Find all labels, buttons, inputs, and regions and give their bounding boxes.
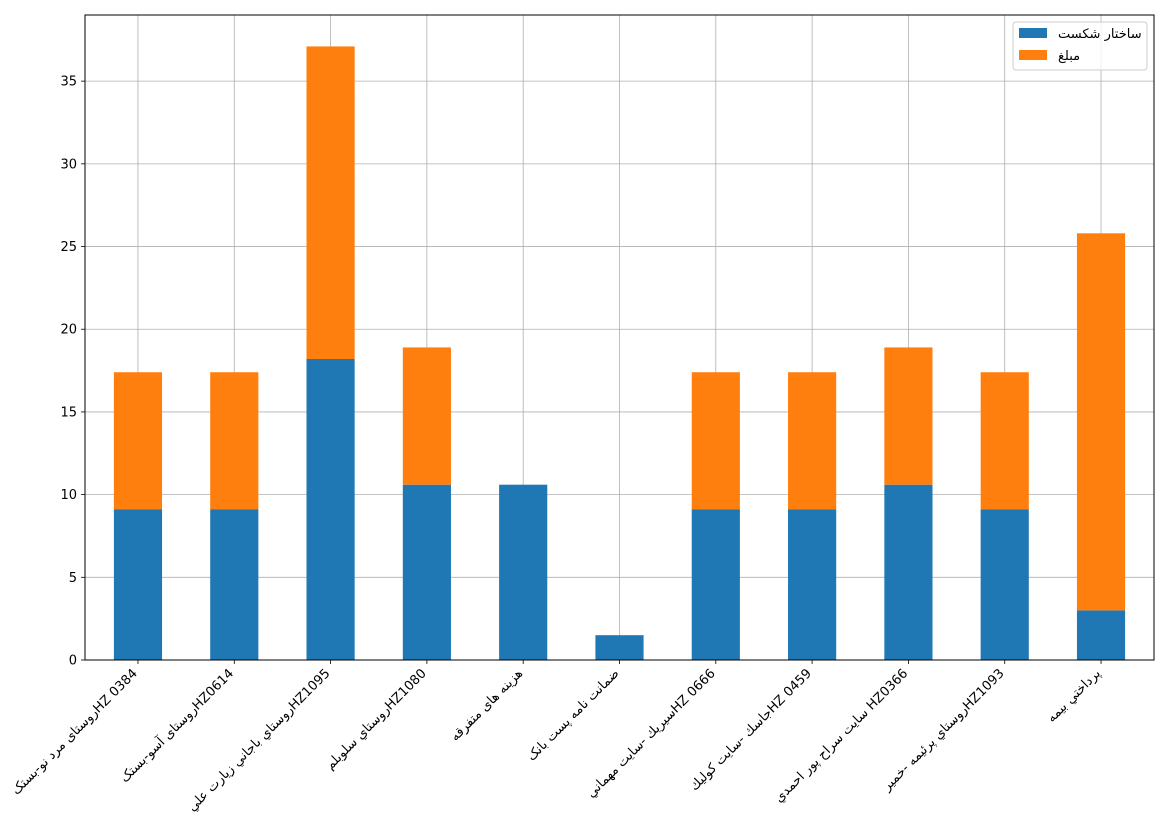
bar-series-0 xyxy=(306,359,355,660)
y-tick-label: 20 xyxy=(60,323,77,338)
bar-series-1 xyxy=(113,372,163,510)
bar-series-1 xyxy=(306,46,355,360)
y-tick-label: 10 xyxy=(60,488,77,503)
legend: ساختار شکست مبلغ xyxy=(1012,21,1148,71)
bar-series-0 xyxy=(980,509,1029,660)
bar-series-0 xyxy=(788,509,837,660)
bar-series-0 xyxy=(402,484,451,660)
bar-series-0 xyxy=(1076,610,1126,660)
bar-series-0 xyxy=(884,484,933,660)
y-tick-label: 0 xyxy=(69,654,77,669)
bar-series-1 xyxy=(788,372,837,510)
y-tick-label: 25 xyxy=(60,240,77,255)
bar-series-0 xyxy=(691,509,740,660)
y-tick-label: 5 xyxy=(69,571,77,586)
bar-series-1 xyxy=(1076,233,1126,611)
legend-label-series-1: مبلغ xyxy=(1058,49,1080,64)
bar-series-0 xyxy=(595,635,644,660)
bar-series-0 xyxy=(210,509,259,660)
legend-swatch-series-0 xyxy=(1019,28,1047,38)
bar-series-0 xyxy=(499,484,548,660)
bar-series-0 xyxy=(113,509,163,660)
bars xyxy=(113,46,1126,660)
bar-series-1 xyxy=(884,347,933,485)
y-tick-label: 35 xyxy=(60,75,77,90)
y-tick-label: 30 xyxy=(60,157,77,172)
legend-swatch-series-1 xyxy=(1019,50,1047,60)
y-tick-label: 15 xyxy=(60,405,77,420)
bar-series-1 xyxy=(980,372,1029,510)
legend-label-series-0: ساختار شکست xyxy=(1058,27,1142,42)
bar-series-1 xyxy=(691,372,740,510)
bar-series-1 xyxy=(210,372,259,510)
bar-series-1 xyxy=(402,347,451,485)
